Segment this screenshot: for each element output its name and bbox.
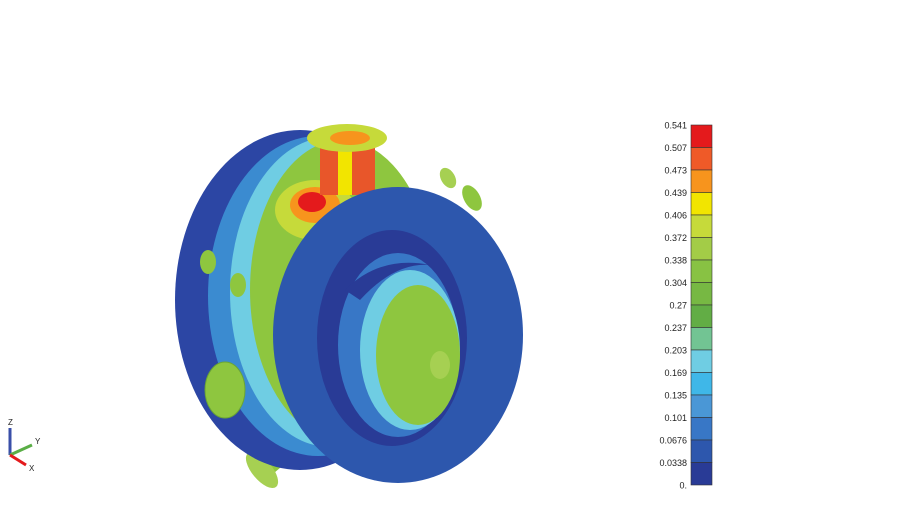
legend-label: 0.101: [664, 413, 687, 423]
legend-band: [690, 304, 713, 328]
nozzle: [462, 185, 482, 211]
legend-band: [690, 394, 713, 418]
model: [175, 124, 523, 489]
x-label: X: [29, 464, 35, 473]
legend-label: 0.338: [664, 255, 687, 265]
legend-band: [690, 439, 713, 463]
legend-band: [690, 237, 713, 261]
legend-band: [690, 372, 713, 396]
legend-band: [690, 417, 713, 441]
y-label: Y: [35, 437, 41, 446]
legend-band: [690, 259, 713, 283]
legend-label: 0.169: [664, 368, 687, 378]
legend-label: 0.304: [664, 278, 687, 288]
legend-label: 0.507: [664, 143, 687, 153]
legend-label: 0.237: [664, 323, 687, 333]
legend-band: [690, 214, 713, 238]
legend-label: 0.0338: [659, 458, 687, 468]
legend-band: [690, 147, 713, 171]
legend-label: 0.: [679, 480, 687, 490]
legend-band: [690, 282, 713, 306]
port: [230, 273, 246, 297]
legend-label: 0.372: [664, 233, 687, 243]
z-label: Z: [8, 418, 13, 427]
legend-band: [690, 124, 713, 148]
legend-label: 0.27: [669, 300, 687, 310]
x-axis: [9, 453, 27, 467]
port: [200, 250, 216, 274]
legend-label: 0.135: [664, 390, 687, 400]
legend: 0.541 0.507 0.473 0.439 0.406 0.372 0.338 0.304…: [659, 120, 713, 490]
legend-label: 0.0676: [659, 435, 687, 445]
hole: [376, 285, 460, 425]
legend-label: 0.439: [664, 188, 687, 198]
legend-band: [690, 349, 713, 373]
y-axis: [9, 443, 33, 457]
port: [204, 361, 246, 419]
legend-label: 0.406: [664, 210, 687, 220]
flange: [245, 451, 279, 489]
legend-band: [690, 462, 713, 486]
legend-label: 0.473: [664, 165, 687, 175]
flange: [330, 131, 370, 145]
legend-band: [690, 327, 713, 351]
legend-label: 0.541: [664, 120, 687, 130]
axis-triad: Z Y X: [8, 418, 41, 473]
shade: [345, 262, 430, 300]
port: [430, 351, 450, 379]
legend-band: [690, 169, 713, 193]
legend-band: [690, 192, 713, 216]
nozzle: [439, 167, 457, 189]
legend-label: 0.203: [664, 345, 687, 355]
hot-zone: [298, 192, 326, 212]
